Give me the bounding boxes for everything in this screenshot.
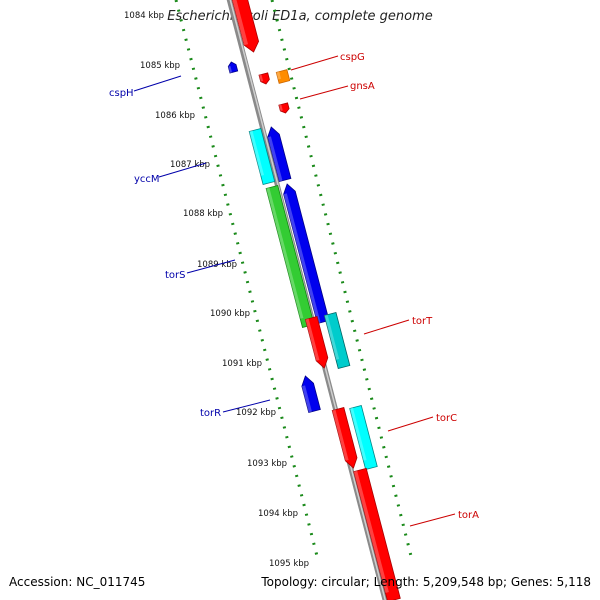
accession-text: Accession: NC_011745 xyxy=(9,575,146,589)
gene-leader-line xyxy=(158,162,207,178)
feature-cyan-left xyxy=(248,127,276,186)
gene-leader-line xyxy=(387,416,434,432)
feature-cspH xyxy=(227,61,239,74)
gene-labels: cspG gnsA cspH yccM torS torT torR torC torA xyxy=(109,52,479,527)
feature-torA xyxy=(353,467,401,600)
gene-leader-line xyxy=(409,513,456,527)
gene-leader-line xyxy=(290,55,339,71)
ruler-tick-label: 1092 kbp xyxy=(236,408,276,418)
ruler-tick-label: 1084 kbp xyxy=(124,11,164,21)
ruler-tick-label: 1094 kbp xyxy=(258,509,298,519)
feature-torC-cyan xyxy=(349,404,378,471)
gene-leader-line xyxy=(222,399,271,413)
right-ruler-line xyxy=(270,0,414,561)
feature-yccM xyxy=(267,126,292,183)
gene-label-gnsA: gnsA xyxy=(350,81,375,92)
ruler-tick-label: 1088 kbp xyxy=(183,209,223,219)
ruler-tick-label: 1090 kbp xyxy=(210,309,250,319)
gene-label-cspG: cspG xyxy=(340,52,365,63)
feature-torR xyxy=(301,375,321,414)
ruler-tick-label: 1095 kbp xyxy=(269,559,309,569)
feature-torC xyxy=(331,406,358,469)
ruler-tick-label: 1093 kbp xyxy=(247,459,287,469)
ruler-tick-label: 1087 kbp xyxy=(170,160,210,170)
ruler-tick-label: 1091 kbp xyxy=(222,359,262,369)
gene-leader-line xyxy=(133,75,182,92)
feature-cspG xyxy=(275,69,291,84)
feature-top-red xyxy=(229,0,260,53)
feature-torT xyxy=(304,315,329,369)
gene-label-torT: torT xyxy=(412,316,433,327)
gene-label-torC: torC xyxy=(436,413,457,424)
ruler-dotted-lines xyxy=(174,0,414,561)
feature-small-red xyxy=(258,72,270,85)
ruler-tick-label: 1085 kbp xyxy=(140,61,180,71)
left-ruler-line xyxy=(174,0,320,561)
gene-leader-line xyxy=(186,259,236,274)
gene-label-yccM: yccM xyxy=(134,174,160,185)
ruler-tick-labels: 1084 kbp 1085 kbp 1086 kbp 1087 kbp 1088 kbp… xyxy=(124,11,309,569)
gene-label-torA: torA xyxy=(458,510,479,521)
feature-torT-cyan xyxy=(323,311,351,370)
ruler-tick-label: 1086 kbp xyxy=(155,111,195,121)
gene-label-torR: torR xyxy=(200,408,221,419)
gene-label-cspH: cspH xyxy=(109,88,134,99)
gene-leader-line xyxy=(363,319,410,335)
gene-leader-line xyxy=(299,85,349,100)
feature-torS xyxy=(283,183,330,325)
gene-label-torS: torS xyxy=(165,270,186,281)
gene-features xyxy=(227,0,401,600)
topology-text: Topology: circular; Length: 5,209,548 bp… xyxy=(261,575,591,589)
feature-gnsA xyxy=(278,102,290,114)
